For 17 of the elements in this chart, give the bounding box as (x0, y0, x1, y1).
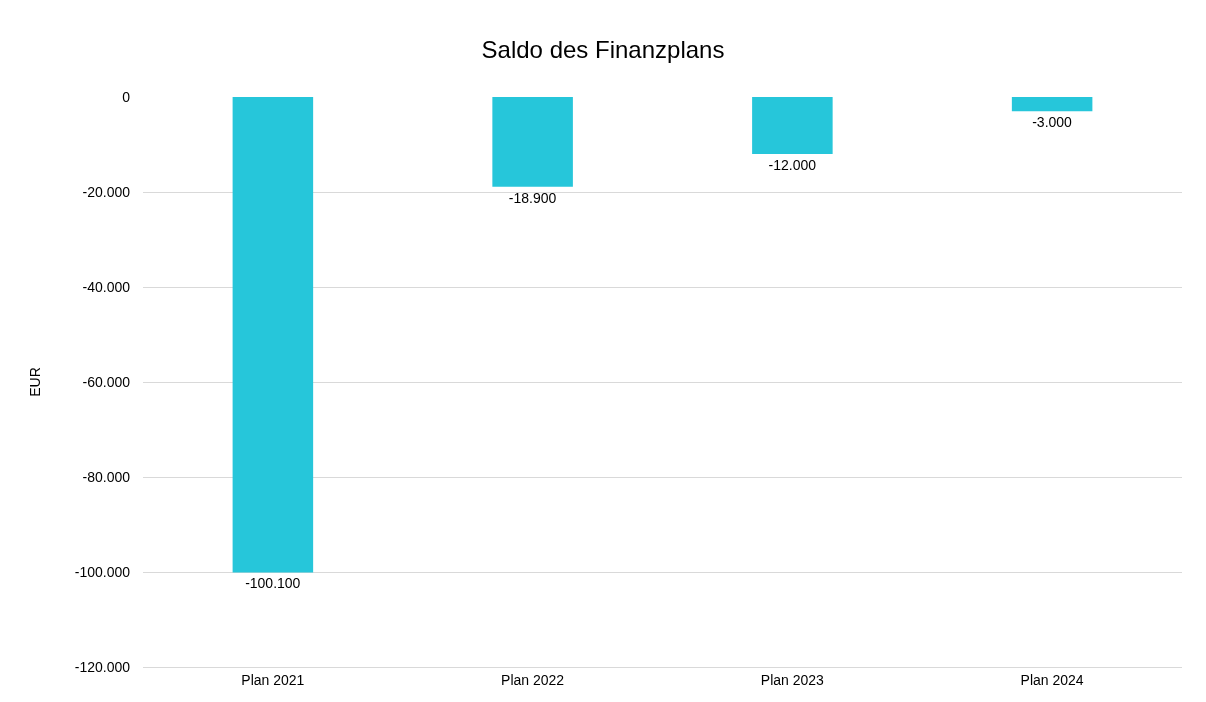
y-tick-label: -40.000 (82, 278, 131, 295)
x-tick-label: Plan 2023 (760, 671, 825, 688)
y-axis-title: EUR (27, 367, 44, 397)
chart-title: Saldo des Finanzplans (481, 35, 725, 63)
x-tick-label: Plan 2022 (501, 671, 565, 688)
data-label: -18.900 (508, 189, 557, 206)
data-label: -100.100 (245, 575, 301, 592)
y-tick-label: -100.000 (74, 563, 131, 580)
y-tick-label: -60.000 (82, 373, 131, 390)
y-tick-label: -20.000 (82, 183, 131, 200)
data-label: -12.000 (768, 157, 817, 173)
data-label: -3.000 (1032, 114, 1073, 131)
y-tick-label: 0 (122, 88, 131, 105)
y-tick-label: -80.000 (82, 468, 131, 485)
x-tick-label: Plan 2021 (241, 671, 305, 688)
x-tick-label: Plan 2024 (1020, 671, 1084, 688)
y-tick-label: -120.000 (74, 658, 131, 675)
